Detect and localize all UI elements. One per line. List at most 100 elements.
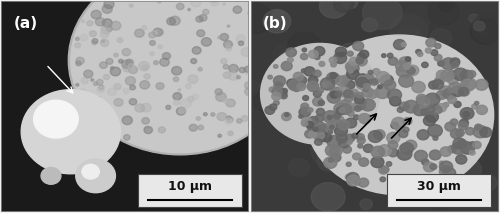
Circle shape <box>436 91 446 99</box>
Circle shape <box>459 160 481 179</box>
Circle shape <box>352 133 358 138</box>
Circle shape <box>346 174 352 180</box>
Circle shape <box>321 84 351 110</box>
Circle shape <box>344 95 353 102</box>
Circle shape <box>294 78 300 83</box>
Circle shape <box>71 0 289 153</box>
Circle shape <box>343 112 366 132</box>
Circle shape <box>425 93 440 106</box>
Circle shape <box>342 52 345 56</box>
Circle shape <box>398 77 408 86</box>
Circle shape <box>322 82 328 87</box>
Circle shape <box>202 9 209 15</box>
Circle shape <box>338 120 349 130</box>
Circle shape <box>122 60 132 69</box>
Circle shape <box>142 65 148 70</box>
Circle shape <box>479 175 497 191</box>
Circle shape <box>460 88 469 96</box>
Circle shape <box>388 89 402 101</box>
Circle shape <box>297 83 306 91</box>
Circle shape <box>449 70 454 74</box>
Circle shape <box>126 59 134 66</box>
Circle shape <box>129 99 136 105</box>
Circle shape <box>252 64 258 69</box>
Circle shape <box>122 64 132 72</box>
Circle shape <box>328 127 367 160</box>
Circle shape <box>114 99 123 106</box>
Circle shape <box>91 10 102 19</box>
Circle shape <box>241 48 252 56</box>
Circle shape <box>460 108 474 119</box>
Circle shape <box>314 47 325 56</box>
Circle shape <box>436 104 446 112</box>
Circle shape <box>330 125 334 129</box>
Circle shape <box>104 0 114 9</box>
Circle shape <box>346 162 351 166</box>
Circle shape <box>378 166 388 174</box>
Circle shape <box>253 117 263 126</box>
Circle shape <box>173 93 182 100</box>
Circle shape <box>110 21 121 30</box>
Circle shape <box>76 37 80 40</box>
Circle shape <box>330 62 336 67</box>
Circle shape <box>252 52 257 56</box>
Circle shape <box>108 88 116 95</box>
Circle shape <box>156 83 164 89</box>
Circle shape <box>420 180 432 189</box>
Circle shape <box>332 75 360 98</box>
Circle shape <box>331 135 346 148</box>
Circle shape <box>361 99 375 111</box>
Circle shape <box>76 83 79 86</box>
Circle shape <box>472 12 500 44</box>
Circle shape <box>368 144 385 159</box>
Circle shape <box>252 5 256 8</box>
Circle shape <box>347 175 360 186</box>
Circle shape <box>210 0 218 2</box>
Circle shape <box>220 33 228 41</box>
Circle shape <box>326 81 331 85</box>
Circle shape <box>178 108 186 114</box>
Circle shape <box>301 103 308 110</box>
Circle shape <box>453 68 468 81</box>
Circle shape <box>80 89 86 94</box>
Circle shape <box>297 76 306 84</box>
Circle shape <box>271 10 284 22</box>
Circle shape <box>102 113 105 115</box>
Circle shape <box>87 21 93 26</box>
Circle shape <box>433 104 440 109</box>
Circle shape <box>101 26 110 34</box>
Circle shape <box>458 72 486 96</box>
Circle shape <box>117 38 123 43</box>
Circle shape <box>390 96 401 106</box>
Circle shape <box>440 161 452 172</box>
Circle shape <box>443 102 448 107</box>
Circle shape <box>274 82 283 90</box>
Circle shape <box>354 99 367 110</box>
Circle shape <box>300 83 305 87</box>
Circle shape <box>340 65 374 93</box>
Text: 10 μm: 10 μm <box>168 180 212 193</box>
Circle shape <box>354 115 359 120</box>
Circle shape <box>338 138 350 148</box>
Circle shape <box>84 70 93 78</box>
Circle shape <box>472 104 478 109</box>
Circle shape <box>330 91 338 98</box>
Circle shape <box>152 31 157 35</box>
Circle shape <box>252 36 255 39</box>
Circle shape <box>238 41 244 46</box>
Circle shape <box>356 56 367 66</box>
Circle shape <box>336 107 345 114</box>
Circle shape <box>189 124 198 131</box>
Circle shape <box>403 181 417 193</box>
Circle shape <box>322 133 332 142</box>
Circle shape <box>287 79 297 88</box>
Circle shape <box>340 104 352 114</box>
Circle shape <box>476 105 488 115</box>
Circle shape <box>102 19 112 27</box>
Circle shape <box>100 39 109 46</box>
Circle shape <box>460 119 468 127</box>
Circle shape <box>192 94 199 99</box>
Circle shape <box>334 113 341 119</box>
Circle shape <box>346 62 356 71</box>
Circle shape <box>172 66 181 75</box>
